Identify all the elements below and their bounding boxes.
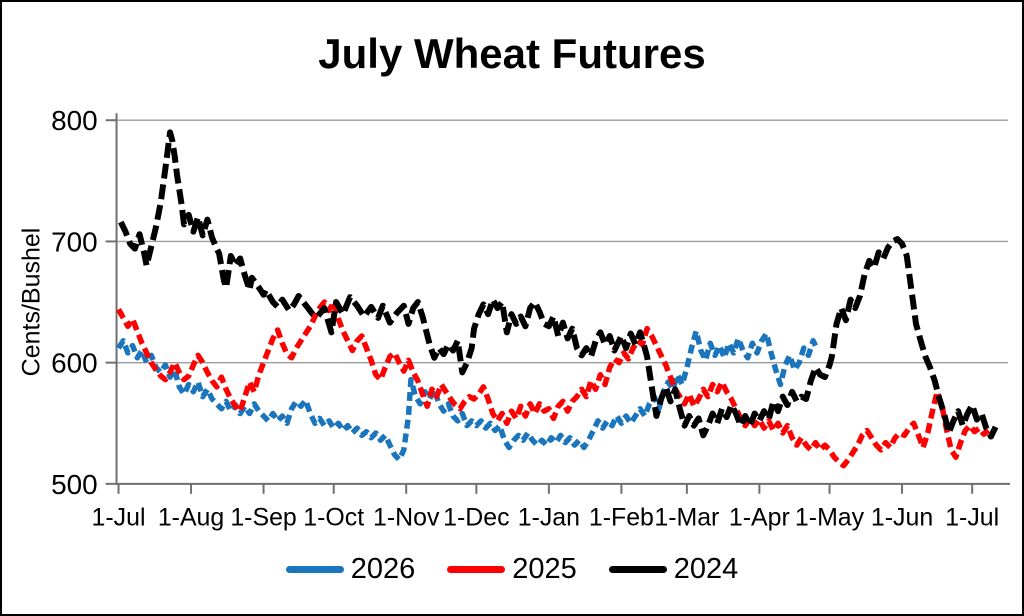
x-tick-label: 1-Oct: [303, 504, 364, 532]
legend-swatch-2026: [285, 566, 344, 573]
x-tick-label: 1-Aug: [158, 504, 224, 532]
y-tick-label: 700: [51, 226, 98, 257]
y-tick-label: 800: [51, 105, 98, 136]
x-tick-label: 1-Nov: [373, 504, 440, 532]
legend-item-2026: 2026: [285, 553, 416, 586]
x-tick-label: 1-May: [795, 504, 865, 532]
y-tick-label: 500: [51, 469, 98, 500]
legend-label-2025: 2025: [512, 553, 577, 585]
y-tick-label: 600: [51, 348, 98, 379]
legend-swatch-2025: [447, 566, 506, 573]
legend-item-2024: 2024: [608, 553, 739, 586]
x-tick-label: 1-Jul: [92, 504, 146, 532]
legend-swatch-2024: [608, 566, 667, 573]
x-tick-label: 1-Jul: [945, 504, 999, 532]
x-tick-label: 1-Feb: [589, 504, 654, 532]
x-tick-label: 1-Apr: [729, 504, 790, 532]
x-tick-label: 1-Jan: [518, 504, 580, 532]
legend-label-2024: 2024: [673, 553, 739, 585]
series-2024-line: [118, 129, 999, 440]
legend: 2026 2025 2024: [2, 553, 1022, 586]
x-tick-label: 1-Mar: [654, 504, 719, 532]
x-tick-label: 1-Dec: [443, 504, 509, 532]
legend-item-2025: 2025: [447, 553, 577, 586]
legend-label-2026: 2026: [350, 553, 416, 585]
chart-title: July Wheat Futures: [318, 30, 706, 77]
x-tick-label: 1-Jun: [871, 504, 933, 532]
x-tick-label: 1-Sep: [230, 504, 296, 532]
series-2025-line: [116, 299, 991, 469]
